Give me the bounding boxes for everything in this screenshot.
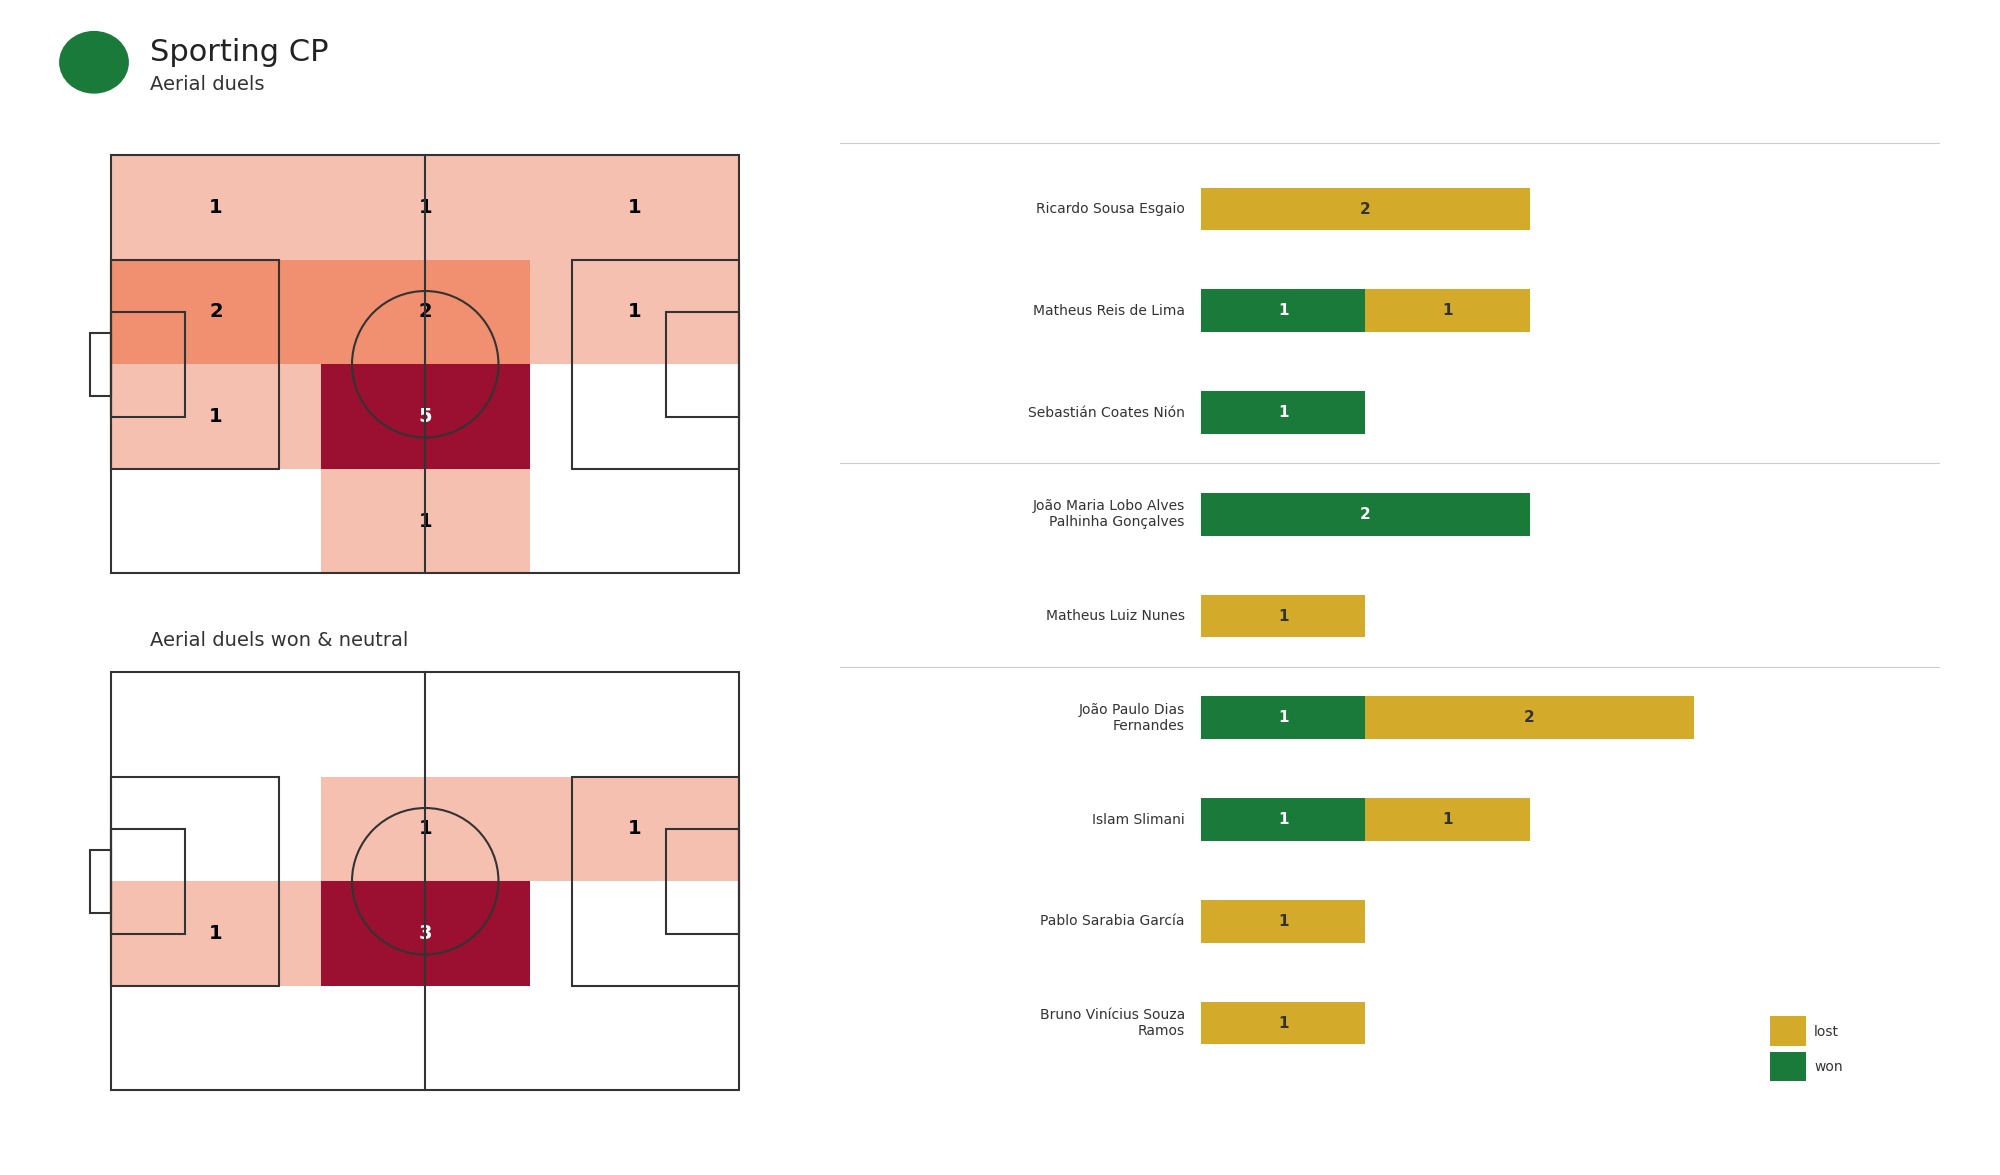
Bar: [530, 469, 740, 573]
Text: Islam Slimani: Islam Slimani: [1092, 813, 1184, 826]
Bar: [112, 828, 184, 934]
Text: 1: 1: [1278, 303, 1288, 318]
Bar: [1202, 188, 1530, 230]
Bar: [530, 672, 740, 777]
Text: Ricardo Sousa Esgaio: Ricardo Sousa Esgaio: [1036, 202, 1184, 216]
Text: 1: 1: [418, 819, 432, 839]
Bar: [1202, 494, 1530, 536]
Bar: [112, 672, 320, 777]
Bar: [112, 777, 278, 986]
Text: Matheus Luiz Nunes: Matheus Luiz Nunes: [1046, 609, 1184, 623]
Bar: [666, 828, 740, 934]
Bar: [1202, 798, 1366, 841]
Text: 2: 2: [418, 302, 432, 322]
Bar: [112, 986, 320, 1090]
Bar: [112, 469, 320, 573]
Bar: [1202, 595, 1366, 638]
Text: 2: 2: [1524, 711, 1534, 725]
Text: Matheus Reis de Lima: Matheus Reis de Lima: [1032, 304, 1184, 317]
Bar: [1366, 697, 1694, 739]
Text: 1: 1: [628, 197, 642, 217]
Text: 1: 1: [418, 197, 432, 217]
Bar: [1202, 1002, 1366, 1045]
Text: 3: 3: [418, 924, 432, 944]
Text: 1: 1: [210, 407, 222, 427]
Bar: [1202, 289, 1366, 333]
Text: Pablo Sarabia García: Pablo Sarabia García: [1040, 914, 1184, 928]
Text: 1: 1: [628, 819, 642, 839]
Text: 1: 1: [1278, 405, 1288, 421]
Text: 1: 1: [210, 197, 222, 217]
Bar: [320, 364, 530, 469]
Bar: [112, 260, 278, 469]
Text: 1: 1: [418, 511, 432, 531]
Text: 1: 1: [1442, 812, 1452, 827]
Text: João Paulo Dias
Fernandes: João Paulo Dias Fernandes: [1078, 703, 1184, 733]
Bar: [1202, 697, 1366, 739]
Bar: [1202, 900, 1366, 942]
Bar: [320, 672, 530, 777]
Bar: [320, 986, 530, 1090]
Bar: [1366, 289, 1530, 333]
Text: 1: 1: [1278, 812, 1288, 827]
Text: Aerial duels: Aerial duels: [150, 75, 264, 94]
Text: Bruno Vinícius Souza
Ramos: Bruno Vinícius Souza Ramos: [1040, 1008, 1184, 1039]
Text: won: won: [1814, 1060, 1842, 1074]
Text: Sporting CP: Sporting CP: [150, 39, 328, 67]
Bar: [320, 777, 530, 881]
Bar: [112, 881, 320, 986]
Bar: [1366, 798, 1530, 841]
Text: 5: 5: [418, 407, 432, 427]
Bar: [320, 881, 530, 986]
Circle shape: [60, 32, 128, 93]
Text: 1: 1: [628, 302, 642, 322]
Bar: [320, 155, 530, 260]
Bar: [320, 469, 530, 573]
Bar: [112, 260, 320, 364]
Text: 1: 1: [1278, 711, 1288, 725]
Bar: [572, 777, 740, 986]
Bar: [1202, 391, 1366, 434]
Text: 1: 1: [1278, 609, 1288, 624]
Bar: [112, 364, 320, 469]
Text: João Maria Lobo Alves
Palhinha Gonçalves: João Maria Lobo Alves Palhinha Gonçalves: [1032, 499, 1184, 530]
Text: 2: 2: [1360, 202, 1370, 216]
Bar: [530, 364, 740, 469]
Text: Aerial duels won & neutral: Aerial duels won & neutral: [150, 631, 408, 650]
Text: 1: 1: [1278, 914, 1288, 929]
Text: 1: 1: [210, 924, 222, 944]
Text: 2: 2: [210, 302, 222, 322]
Text: 1: 1: [1278, 1015, 1288, 1030]
Bar: [90, 850, 112, 913]
Bar: [112, 155, 320, 260]
Text: Sebastián Coates Nión: Sebastián Coates Nión: [1028, 405, 1184, 419]
Bar: [530, 155, 740, 260]
Bar: [666, 311, 740, 417]
Bar: [530, 986, 740, 1090]
Bar: [320, 260, 530, 364]
Bar: [530, 881, 740, 986]
Text: 1: 1: [1442, 303, 1452, 318]
Bar: [112, 311, 184, 417]
Bar: [90, 333, 112, 396]
Bar: [530, 260, 740, 364]
Text: lost: lost: [1814, 1025, 1840, 1039]
Bar: [112, 777, 320, 881]
Text: 2: 2: [1360, 506, 1370, 522]
Bar: [572, 260, 740, 469]
Bar: [530, 777, 740, 881]
